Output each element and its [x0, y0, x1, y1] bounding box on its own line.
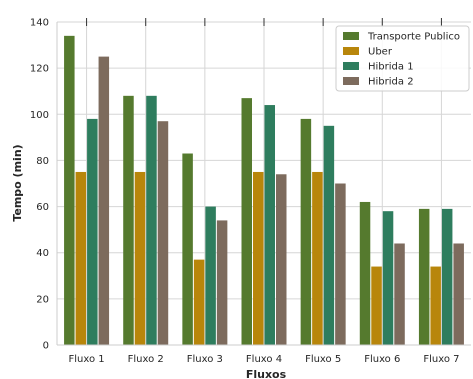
x-tick-label: Fluxo 7 — [423, 354, 459, 365]
legend-swatch — [343, 47, 359, 55]
legend-label: Hibrida 2 — [368, 77, 414, 88]
y-tick-label: 120 — [30, 64, 49, 75]
bar — [430, 266, 441, 345]
y-tick-label: 80 — [36, 156, 49, 167]
bar — [394, 243, 405, 345]
x-tick-label: Fluxo 5 — [305, 354, 341, 365]
bar — [216, 220, 228, 345]
bar — [134, 171, 146, 345]
bar — [441, 208, 453, 345]
x-tick-label: Fluxo 6 — [364, 354, 400, 365]
legend-label: Hibrida 1 — [368, 62, 414, 73]
bar — [64, 35, 75, 345]
bar — [182, 153, 193, 345]
y-tick-label: 40 — [36, 248, 49, 259]
y-tick-label: 60 — [36, 202, 49, 213]
legend-label: Transporte Publico — [367, 32, 460, 43]
bar — [241, 98, 252, 345]
x-tick-label: Fluxo 1 — [69, 354, 105, 365]
bar — [264, 105, 275, 345]
x-tick-label: Fluxo 2 — [128, 354, 164, 365]
bar — [323, 125, 335, 345]
legend-swatch — [343, 32, 359, 40]
axes — [56, 22, 471, 346]
bar — [335, 183, 346, 345]
bar — [98, 56, 110, 345]
bar — [146, 95, 157, 345]
bar — [359, 201, 371, 345]
bar — [371, 266, 382, 345]
x-tick-label: Fluxo 4 — [246, 354, 282, 365]
bar — [123, 95, 134, 345]
y-axis-title: Tempo (min) — [11, 144, 24, 221]
bar — [300, 118, 312, 346]
bar — [276, 174, 287, 345]
bar — [253, 171, 264, 345]
bar — [453, 243, 464, 345]
y-tick-label: 20 — [36, 294, 49, 305]
x-tick-label: Fluxo 3 — [187, 354, 223, 365]
legend-swatch — [343, 62, 359, 70]
legend-box — [335, 25, 470, 92]
y-tick-labels: 0 20 40 60 80 100 120 140 — [30, 18, 49, 352]
bar — [382, 211, 394, 345]
bar — [312, 171, 323, 345]
legend-label: Uber — [368, 47, 393, 58]
x-axis-title: Fluxos — [246, 368, 287, 379]
bar — [87, 118, 98, 346]
bar — [75, 171, 87, 345]
bar — [157, 121, 169, 345]
legend-swatch — [343, 77, 359, 85]
x-tick-labels: Fluxo 1 Fluxo 2 Fluxo 3 Fluxo 4 Fluxo 5 Fluxo… — [69, 354, 460, 365]
y-tick-label: 100 — [30, 110, 49, 121]
bar — [193, 259, 205, 345]
bars — [64, 35, 464, 346]
y-tick-label: 0 — [43, 341, 49, 352]
bar — [418, 208, 430, 345]
y-tick-label: 140 — [30, 18, 49, 29]
legend: Transporte Publico Uber Hibrida 1 Hibrida 2 — [335, 25, 470, 92]
bar — [205, 206, 216, 345]
